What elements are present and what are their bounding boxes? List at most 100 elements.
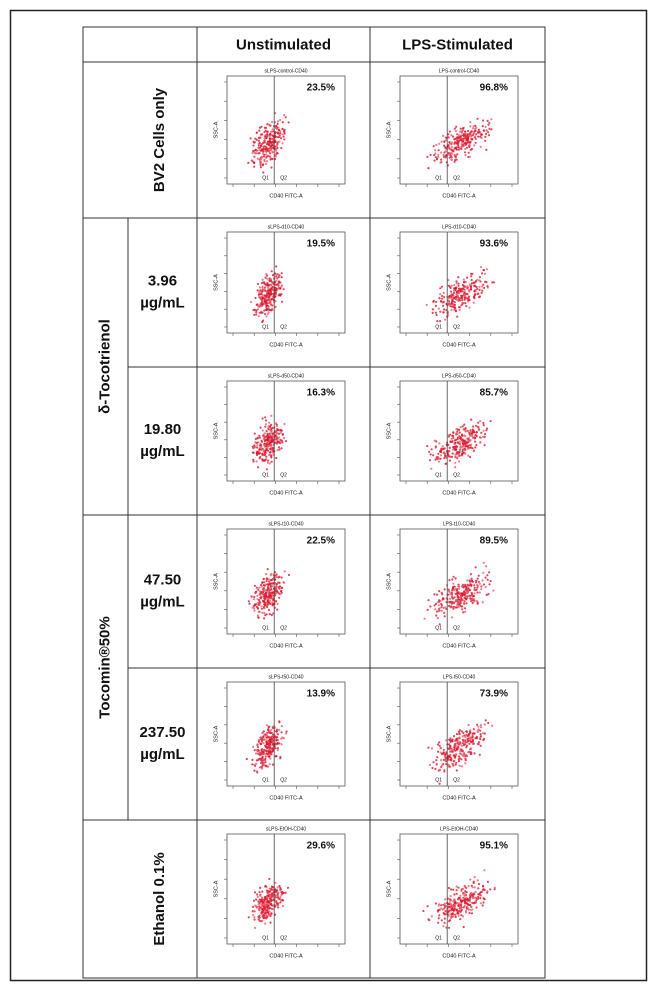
event-dot [263,286,267,289]
event-dot [453,901,456,904]
event-dot [451,297,454,300]
event-dot [463,607,467,610]
event-dot [426,905,429,908]
event-dot [454,749,457,752]
event-dot [256,451,259,454]
event-dot [447,758,450,761]
event-dot [257,610,260,613]
event-dot [274,135,277,138]
event-dot [253,891,257,894]
event-dot [448,898,451,901]
event-dot [447,886,450,890]
event-dot [442,597,445,601]
event-dot [254,926,257,930]
event-dot [283,570,286,573]
event-dot [460,592,463,595]
event-dot [266,304,269,307]
event-dot [466,737,469,740]
event-dot [269,757,272,760]
event-dot [453,747,456,751]
event-dot [455,286,458,289]
event-dot [261,915,264,918]
event-dot [258,600,261,604]
event-dot [467,295,471,298]
event-dot [434,149,437,152]
event-dot [280,576,283,579]
event-dot [487,131,490,134]
event-dot [471,736,474,739]
event-dot [469,148,472,151]
event-dot [464,759,467,762]
event-dot [465,754,468,758]
event-dot [483,433,487,436]
event-dot [263,584,266,587]
event-dot [267,428,270,431]
concentration-unit: µg/mL [140,294,184,311]
event-dot [260,585,263,588]
event-dot [265,447,268,450]
event-dot [274,755,278,758]
event-dot [261,904,264,907]
event-dot [474,440,477,443]
event-dot [443,140,446,143]
event-dot [266,896,269,899]
event-dot [268,587,271,591]
event-dot [256,598,259,601]
event-dot [266,123,269,126]
event-dot [449,903,453,906]
plot-title: LPS-control-CD40 [439,68,480,74]
event-dot [443,308,446,311]
event-dot [266,307,269,310]
event-dot [276,273,279,276]
event-dot [251,451,254,454]
event-dot [466,285,469,288]
event-dot [457,904,460,907]
event-dot [485,129,488,132]
event-dot [454,159,457,162]
event-dot [458,431,461,434]
gate-percent: 29.6% [307,841,335,852]
event-dot [442,291,445,294]
event-dot [261,319,265,322]
event-dot [467,439,470,442]
event-dot [470,272,473,275]
event-dot [260,143,263,146]
event-dot [280,300,284,303]
event-dot [275,730,278,733]
event-dot [449,286,452,289]
event-dot [474,124,477,127]
event-dot [489,420,492,423]
event-dot [269,156,272,159]
event-dot [263,131,266,134]
event-dot [449,606,452,609]
event-dot [265,299,269,302]
event-dot [444,147,447,150]
event-dot [261,458,264,461]
event-dot [462,896,465,899]
event-dot [282,135,285,138]
table [82,26,546,979]
event-dot [278,884,281,888]
event-dot [256,157,259,160]
event-dot [430,467,433,470]
event-dot [435,614,438,617]
event-dot [450,437,453,440]
event-dot [485,429,488,432]
event-dot [482,119,485,122]
event-dot [475,133,478,136]
event-dot [469,747,472,751]
gate-percent: 13.9% [307,689,335,700]
event-dot [281,586,284,590]
event-dot [466,293,469,296]
event-dot [465,907,468,910]
event-dot [460,297,463,300]
event-dot [283,437,286,440]
event-dot [460,138,463,142]
event-dot [451,293,454,296]
quadrant-label: Q1 [435,935,442,941]
event-dot [455,769,458,772]
flow-plot: LPS-d10-CD40 Q1 Q2 93.6% CD40 FITC-A SSC-A [386,224,519,348]
x-axis-label: CD40 FITC-A [269,953,303,959]
event-dot [477,895,480,899]
event-dot [432,761,435,764]
